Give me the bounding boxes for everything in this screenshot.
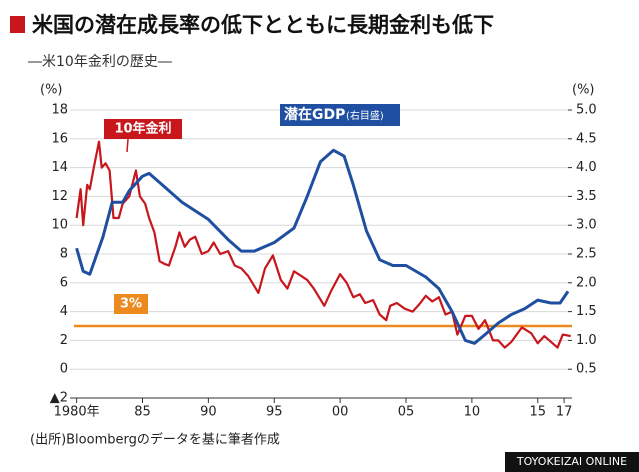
y-tick-label: 14 (51, 160, 68, 175)
y-tick-label: 0 (60, 362, 68, 377)
y2-tick-label: 3.0 (576, 218, 597, 233)
series-label-box (104, 119, 182, 139)
series-line (75, 148, 570, 345)
chart-title: 米国の潜在成長率の低下とともに長期金利も低下 (32, 13, 494, 37)
series-label-box (280, 104, 400, 126)
x-tick-label: 10 (464, 405, 481, 420)
x-tick-label: 1980年 (54, 405, 100, 420)
y-tick-label: 12 (51, 189, 68, 204)
y2-tick-label: 4.5 (576, 131, 597, 146)
x-tick-label: 90 (200, 405, 217, 420)
title-marker (10, 16, 25, 33)
y-tick-label: 16 (51, 131, 68, 146)
y-tick-label: 4 (60, 304, 68, 319)
y2-tick-label: 2.0 (576, 275, 597, 290)
x-tick-label: 17 (556, 405, 573, 420)
source-note: (出所)Bloombergのデータを基に筆者作成 (30, 432, 280, 448)
y2-tick-label: 4.0 (576, 160, 597, 175)
y-axis-unit: (%) (40, 83, 63, 98)
y2-tick-label: 1.5 (576, 304, 597, 319)
x-tick-label: 15 (529, 405, 546, 420)
x-tick-label: 85 (134, 405, 151, 420)
y-tick-label: 8 (60, 247, 68, 262)
y2-tick-label: 0.5 (576, 362, 597, 377)
x-tick-label: 95 (266, 405, 283, 420)
y2-tick-label: 3.5 (576, 189, 597, 204)
reference-label: 3% (120, 297, 142, 312)
y-tick-label: ▲2 (50, 391, 68, 406)
y-tick-label: 6 (60, 275, 68, 290)
x-tick-label: 05 (398, 405, 415, 420)
y2-tick-label: 2.5 (576, 247, 597, 262)
y-tick-label: 18 (51, 103, 68, 118)
series-label: 10年金利 (114, 121, 171, 137)
footer-box (505, 452, 639, 472)
chart-subtitle: ―米10年金利の歴史― (28, 54, 172, 70)
y2-tick-label: 5.0 (576, 103, 597, 118)
series-label: 潜在GDP (284, 106, 345, 123)
y2-axis-unit: (%) (572, 83, 595, 98)
axis-note: (右目盛) (346, 109, 384, 122)
y2-tick-label: 1.0 (576, 333, 597, 348)
label-leader (126, 138, 129, 153)
reference-label-box (114, 294, 148, 314)
x-tick-label: 00 (332, 405, 349, 420)
y-tick-label: 2 (60, 333, 68, 348)
y-tick-label: 10 (51, 218, 68, 233)
footer-brand: TOYOKEIZAI ONLINE (516, 455, 627, 468)
series-line (75, 140, 571, 349)
